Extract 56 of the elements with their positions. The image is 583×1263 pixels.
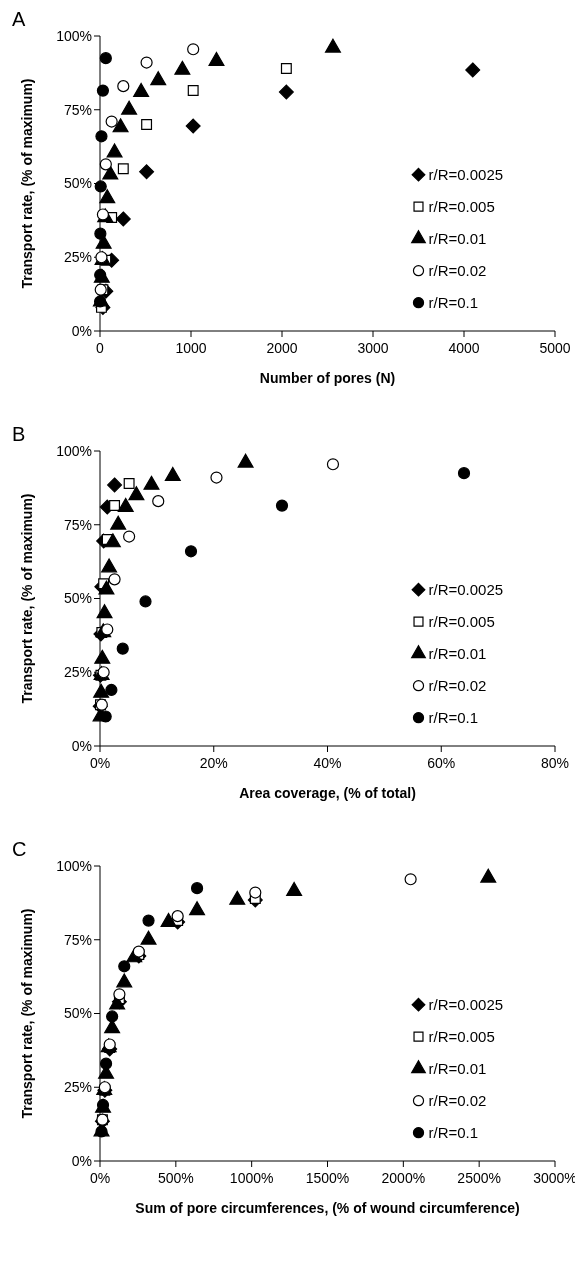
y-tick-label: 0% (71, 322, 92, 339)
y-tick-label: 75% (63, 516, 92, 533)
y-axis-title: Transport rate, (% of maximum) (19, 493, 35, 704)
x-tick-label: 40% (313, 755, 342, 771)
x-axis-title: Sum of pore circumferences, (% of wound circumference) (135, 1200, 520, 1216)
legend-label: r/R=0.02 (428, 261, 487, 279)
y-axis-title: Transport rate, (% of maximum) (19, 908, 35, 1119)
x-tick-label: 2000% (381, 1170, 426, 1186)
x-tick-label: 0% (89, 1170, 111, 1186)
legend-label: r/R=0.0025 (428, 995, 504, 1013)
legend-label: r/R=0.005 (428, 197, 495, 215)
x-tick-label: 1500% (305, 1170, 350, 1186)
x-axis-title: Number of pores (N) (259, 370, 396, 386)
y-tick-label: 100% (56, 27, 92, 44)
x-tick-label: 2000 (266, 340, 298, 356)
legend-label: r/R=0.1 (428, 708, 479, 726)
y-tick-label: 100% (56, 857, 92, 874)
x-tick-label: 2500% (457, 1170, 501, 1186)
y-tick-label: 50% (63, 175, 92, 192)
legend-label: r/R=0.005 (428, 1027, 495, 1045)
legend-label: r/R=0.1 (428, 1123, 479, 1141)
x-axis-title: Area coverage, (% of total) (239, 785, 416, 801)
y-tick-label: 25% (63, 249, 92, 266)
legend-label: r/R=0.02 (428, 1091, 487, 1109)
y-tick-label: 50% (63, 1005, 92, 1022)
chart-title: B (12, 423, 26, 445)
x-tick-label: 3000 (357, 340, 389, 356)
y-tick-label: 100% (56, 442, 92, 459)
x-tick-label: 4000 (448, 340, 480, 356)
legend-label: r/R=0.01 (428, 229, 487, 247)
legend-label: r/R=0.005 (428, 612, 495, 630)
x-tick-label: 0% (89, 755, 111, 771)
y-axis-title: Transport rate, (% of maximum) (19, 78, 35, 289)
legend-label: r/R=0.0025 (428, 165, 504, 183)
x-tick-label: 20% (199, 755, 228, 771)
y-tick-label: 25% (63, 1079, 92, 1096)
legend-label: r/R=0.02 (428, 676, 487, 694)
x-tick-label: 500% (157, 1170, 194, 1186)
legend-label: r/R=0.01 (428, 1059, 487, 1077)
x-tick-label: 1000 (175, 340, 207, 356)
x-tick-label: 0 (96, 340, 105, 356)
y-tick-label: 25% (63, 664, 92, 681)
legend-label: r/R=0.01 (428, 644, 487, 662)
x-tick-label: 60% (427, 755, 456, 771)
y-tick-label: 0% (71, 737, 92, 754)
y-tick-label: 0% (71, 1152, 92, 1169)
y-tick-label: 50% (63, 590, 92, 607)
y-tick-label: 75% (63, 931, 92, 948)
chart-title: C (12, 838, 27, 860)
x-tick-label: 80% (540, 755, 570, 771)
x-tick-label: 5000 (539, 340, 571, 356)
legend-label: r/R=0.1 (428, 293, 479, 311)
legend-label: r/R=0.0025 (428, 580, 504, 598)
x-tick-label: 1000% (229, 1170, 274, 1186)
y-tick-label: 75% (63, 101, 92, 118)
chart-title: A (12, 8, 26, 30)
